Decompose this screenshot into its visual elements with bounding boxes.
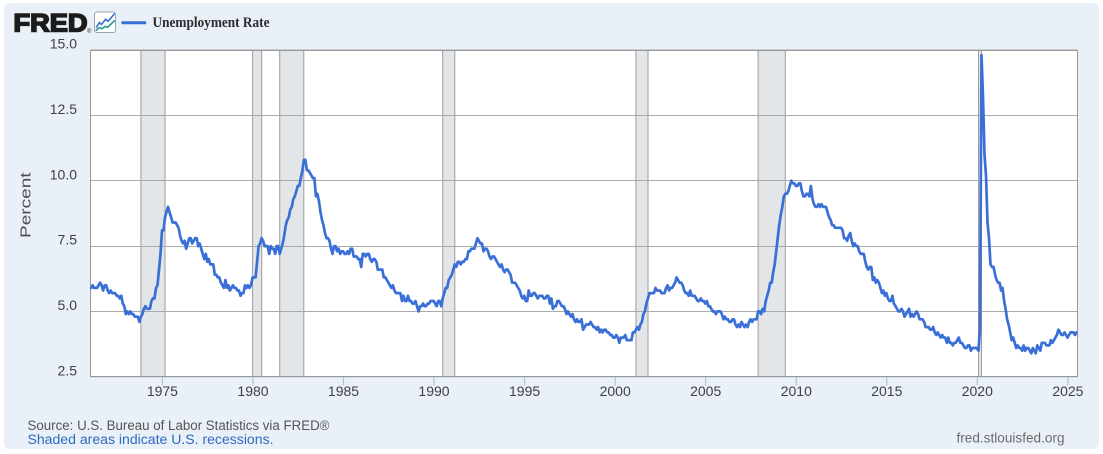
svg-text:Source: U.S. Bureau of Labor S: Source: U.S. Bureau of Labor Statistics … (28, 418, 330, 433)
svg-text:Percent: Percent (17, 171, 34, 238)
svg-text:fred.stlouisfed.org: fred.stlouisfed.org (957, 431, 1065, 446)
svg-text:®: ® (87, 28, 92, 35)
svg-text:1995: 1995 (509, 383, 540, 399)
svg-text:2.5: 2.5 (58, 362, 78, 378)
svg-text:2000: 2000 (600, 383, 631, 399)
svg-text:5.0: 5.0 (58, 297, 78, 313)
svg-text:1975: 1975 (147, 383, 178, 399)
svg-text:12.5: 12.5 (50, 101, 77, 117)
svg-text:Unemployment Rate: Unemployment Rate (153, 15, 270, 31)
svg-text:2020: 2020 (962, 383, 993, 399)
svg-text:1980: 1980 (237, 383, 268, 399)
svg-text:2010: 2010 (781, 383, 812, 399)
svg-text:10.0: 10.0 (50, 166, 77, 182)
svg-text:FRED: FRED (14, 10, 88, 38)
svg-text:7.5: 7.5 (58, 232, 78, 248)
svg-text:2025: 2025 (1052, 383, 1083, 399)
svg-text:1990: 1990 (418, 383, 449, 399)
svg-text:2005: 2005 (690, 383, 721, 399)
svg-text:Shaded areas indicate U.S. rec: Shaded areas indicate U.S. recessions. (28, 432, 274, 447)
svg-text:2015: 2015 (871, 383, 902, 399)
svg-text:1985: 1985 (328, 383, 359, 399)
svg-text:15.0: 15.0 (50, 36, 77, 52)
